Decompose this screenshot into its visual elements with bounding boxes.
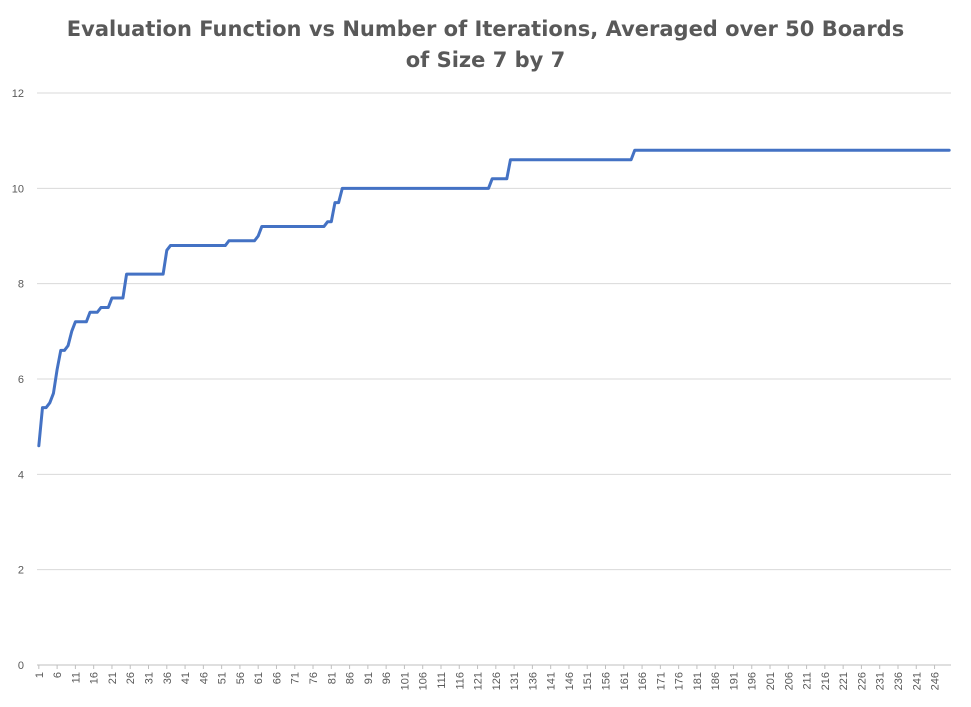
x-tick-label: 136 bbox=[527, 672, 539, 690]
y-tick-label: 8 bbox=[18, 279, 24, 291]
x-tick-label: 221 bbox=[838, 672, 850, 690]
x-tick-label: 231 bbox=[875, 672, 887, 690]
series-layer bbox=[37, 148, 951, 448]
x-tick-label: 166 bbox=[637, 672, 649, 690]
x-tick-label: 41 bbox=[180, 672, 192, 684]
y-tick-label: 10 bbox=[12, 183, 24, 195]
x-tick-label: 116 bbox=[454, 672, 466, 690]
x-tick-label: 156 bbox=[601, 672, 613, 690]
x-tick-label: 126 bbox=[491, 672, 503, 690]
chart-title-line-2: of Size 7 by 7 bbox=[405, 48, 566, 72]
y-tick-label: 6 bbox=[18, 374, 24, 386]
x-tick-label: 206 bbox=[783, 672, 795, 690]
gridlines bbox=[37, 92, 951, 571]
chart-title: Evaluation Function vs Number of Iterati… bbox=[0, 14, 971, 76]
x-tick-label: 216 bbox=[820, 672, 832, 690]
x-tick-label: 246 bbox=[930, 672, 942, 690]
x-tick-label: 86 bbox=[345, 672, 357, 684]
y-tick-label: 12 bbox=[12, 88, 24, 100]
x-tick-label: 46 bbox=[198, 672, 210, 684]
x-tick-label: 111 bbox=[436, 672, 448, 689]
x-tick-label: 66 bbox=[271, 672, 283, 684]
chart-title-line-1: Evaluation Function vs Number of Iterati… bbox=[66, 17, 905, 41]
x-tick-label: 141 bbox=[546, 672, 558, 690]
x-tick-label: 171 bbox=[655, 672, 667, 690]
x-tick-label: 16 bbox=[89, 672, 101, 684]
x-tick-label: 151 bbox=[582, 672, 594, 690]
x-tick-label: 26 bbox=[125, 672, 137, 684]
x-tick-labels: 1 6 11 16 21 26 31 36 41 46 51 56 61 66 71 76 81 86 91 96 10… bbox=[34, 672, 942, 690]
x-tick-label: 181 bbox=[692, 672, 704, 690]
x-tick-label: 211 bbox=[802, 672, 814, 690]
y-tick-label: 0 bbox=[18, 660, 24, 672]
y-tick-labels: 0 2 4 6 8 10 12 bbox=[12, 88, 24, 672]
x-tick-label: 226 bbox=[856, 672, 868, 690]
x-tick-label: 56 bbox=[235, 672, 247, 684]
x-tick-label: 186 bbox=[710, 672, 722, 690]
x-tick-label: 131 bbox=[509, 672, 521, 690]
x-tick-label: 96 bbox=[381, 672, 393, 684]
x-tick-label: 106 bbox=[418, 672, 430, 690]
axes bbox=[37, 664, 951, 669]
x-tick-label: 201 bbox=[765, 672, 777, 690]
x-tick-label: 6 bbox=[52, 672, 64, 678]
x-tick-label: 76 bbox=[308, 672, 320, 684]
x-tick-label: 31 bbox=[144, 672, 156, 684]
x-tick-label: 61 bbox=[253, 672, 265, 684]
x-tick-label: 176 bbox=[674, 672, 686, 690]
x-tick-label: 21 bbox=[107, 672, 119, 684]
y-tick-label: 2 bbox=[18, 565, 24, 577]
x-tick-label: 241 bbox=[911, 672, 923, 690]
x-tick-label: 236 bbox=[893, 672, 905, 690]
x-tick-label: 121 bbox=[473, 672, 485, 690]
x-tick-label: 81 bbox=[326, 672, 338, 684]
x-tick-label: 101 bbox=[399, 672, 411, 690]
x-tick-label: 91 bbox=[363, 672, 375, 684]
x-tick-label: 51 bbox=[217, 672, 229, 684]
y-tick-label: 4 bbox=[18, 469, 24, 481]
x-tick-label: 161 bbox=[619, 672, 631, 690]
x-tick-label: 146 bbox=[564, 672, 576, 690]
x-tick-label: 1 bbox=[34, 672, 46, 678]
x-tick-label: 71 bbox=[290, 672, 302, 684]
x-tick-label: 36 bbox=[162, 672, 174, 684]
x-tick-label: 191 bbox=[728, 672, 740, 690]
series-line bbox=[37, 148, 951, 448]
x-tick-label: 11 bbox=[70, 672, 82, 683]
x-tick-label: 196 bbox=[747, 672, 759, 690]
